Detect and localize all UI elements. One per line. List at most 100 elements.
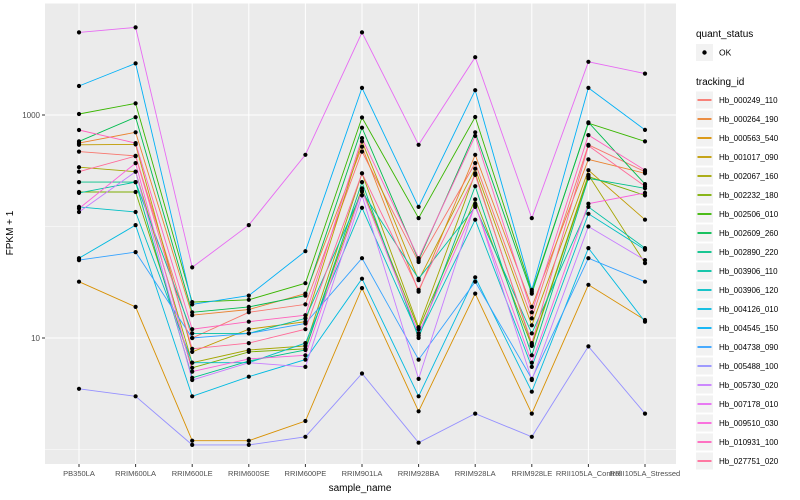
data-point <box>359 180 365 185</box>
data-point <box>76 386 82 391</box>
legend-label: Hb_000563_540 <box>719 134 779 143</box>
legend-entry: Hb_003906_120 <box>696 281 779 299</box>
data-point <box>246 223 251 228</box>
data-point <box>76 127 82 133</box>
data-point <box>246 297 251 302</box>
data-point <box>473 55 478 60</box>
data-point <box>642 319 648 324</box>
legend-label: Hb_002506_010 <box>719 210 779 219</box>
axis-layer: 10 1000 PB350LA RRIM600LA RRIM600LE RRIM600SE… <box>22 111 680 478</box>
data-point <box>133 169 138 174</box>
data-point <box>359 371 365 376</box>
data-point <box>303 293 308 298</box>
data-point <box>133 25 138 30</box>
legend-entry: Hb_005488_100 <box>696 357 779 375</box>
data-point <box>529 323 534 328</box>
data-point <box>76 111 82 117</box>
data-point <box>303 316 308 321</box>
legend-entry: Hb_005730_020 <box>696 376 779 394</box>
data-point <box>76 209 82 215</box>
data-point <box>642 190 648 195</box>
data-point <box>246 304 251 309</box>
data-point <box>246 349 251 354</box>
data-point <box>416 331 421 336</box>
data-point <box>586 59 591 64</box>
data-point <box>642 184 648 189</box>
data-point <box>76 206 82 211</box>
x-tick-label: RRIM928LA <box>455 469 496 478</box>
data-point <box>190 442 195 447</box>
legend-label: Hb_007178_010 <box>719 400 779 409</box>
data-point <box>76 169 82 174</box>
data-point <box>303 347 308 353</box>
data-point <box>246 319 251 324</box>
data-point <box>416 440 421 445</box>
data-point <box>76 139 82 144</box>
data-point <box>416 142 421 147</box>
data-point <box>246 327 251 332</box>
data-point <box>246 356 251 361</box>
data-point <box>416 357 421 362</box>
data-point <box>359 125 365 130</box>
legend-entry: Hb_001017_090 <box>696 148 779 166</box>
data-point <box>473 172 478 177</box>
legend-label: Hb_027751_020 <box>719 457 779 466</box>
y-tick-label: 1000 <box>22 111 40 120</box>
legend-label-quant-status: OK <box>719 48 732 58</box>
legend-entry: Hb_000563_540 <box>696 129 779 147</box>
data-point <box>133 61 138 66</box>
data-point <box>133 180 138 185</box>
data-point <box>190 346 195 351</box>
data-point <box>359 139 365 144</box>
legend-label: Hb_004738_090 <box>719 343 779 352</box>
data-point <box>529 411 534 416</box>
legend-label: Hb_003906_120 <box>719 286 779 295</box>
data-point <box>642 279 648 284</box>
data-point <box>416 216 421 221</box>
legend-label: Hb_004545_150 <box>719 324 779 333</box>
data-point <box>133 161 138 166</box>
data-point <box>133 209 138 215</box>
data-point <box>586 282 591 287</box>
legend-entry: Hb_004545_150 <box>696 319 779 337</box>
data-point <box>642 411 648 416</box>
legend-label: Hb_001017_090 <box>719 153 779 162</box>
x-tick-label: RRIM600LE <box>172 469 213 478</box>
data-point <box>359 144 365 149</box>
data-point <box>359 286 365 291</box>
data-point <box>246 374 251 379</box>
data-point <box>586 143 591 148</box>
data-point <box>642 171 648 176</box>
data-point <box>303 152 308 157</box>
data-point <box>473 411 478 416</box>
legend-quant-status-title: quant_status <box>696 29 753 40</box>
data-point <box>586 256 591 261</box>
data-point <box>473 197 478 202</box>
legend-tracking-id-entries: Hb_000249_110 Hb_000264_190 Hb_000563_540 H… <box>696 91 779 470</box>
data-point <box>473 184 478 189</box>
data-point <box>473 161 478 166</box>
x-tick-label: RRIM600PE <box>285 469 327 478</box>
data-point <box>586 211 591 216</box>
data-point <box>586 157 591 162</box>
data-point <box>359 171 365 176</box>
x-tick-label: RRIM901LA <box>342 469 383 478</box>
data-point <box>416 409 421 414</box>
data-point <box>246 293 251 298</box>
data-point <box>473 275 478 280</box>
legend-label: Hb_005730_020 <box>719 381 779 390</box>
data-point <box>303 353 308 358</box>
data-point <box>642 247 648 252</box>
data-point <box>359 85 365 90</box>
data-point <box>416 376 421 381</box>
x-tick-label: RRIM928LE <box>511 469 552 478</box>
data-point <box>76 165 82 170</box>
data-point <box>303 364 308 369</box>
data-point <box>303 321 308 326</box>
data-point <box>133 250 138 255</box>
data-point <box>586 224 591 229</box>
data-point <box>529 364 534 369</box>
data-point <box>133 101 138 106</box>
legend-label: Hb_010931_100 <box>719 438 779 447</box>
data-point <box>303 327 308 332</box>
